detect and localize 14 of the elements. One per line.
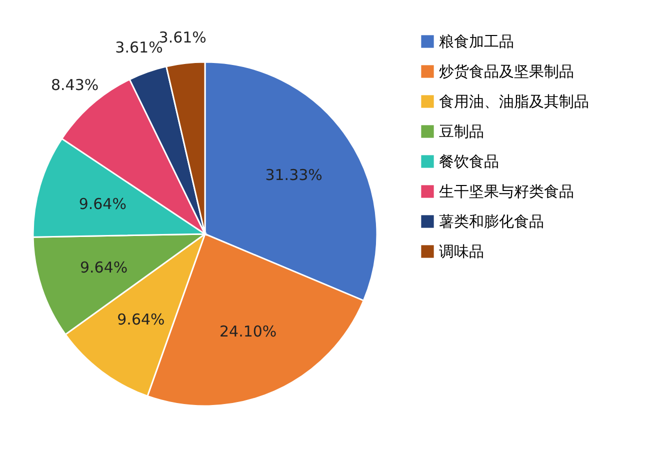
data-label: 31.33% (265, 166, 322, 184)
data-label: 9.64% (117, 310, 165, 328)
legend-label: 豆制品 (439, 122, 484, 140)
data-label: 9.64% (80, 258, 128, 277)
legend-label: 炒货食品及坚果制品 (439, 62, 574, 80)
legend-label: 粮食加工品 (439, 32, 514, 50)
legend-label: 薯类和膨化食品 (439, 212, 544, 230)
data-label: 9.64% (78, 195, 126, 214)
legend-label: 食用油、油脂及其制品 (439, 92, 589, 110)
legend-label: 调味品 (439, 242, 484, 260)
data-label: 8.43% (50, 76, 99, 94)
data-label: 24.10% (219, 322, 277, 341)
legend-label: 餐饮食品 (439, 152, 499, 170)
legend-label: 生干坚果与籽类食品 (439, 182, 574, 200)
